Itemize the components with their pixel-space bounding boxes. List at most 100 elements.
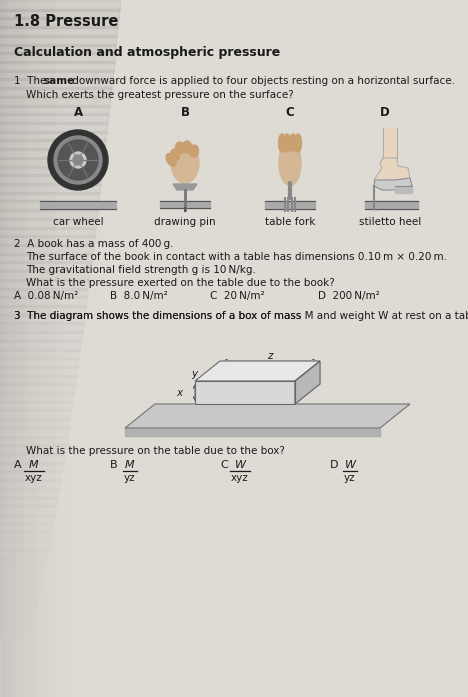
Text: The gravitational field strength g is 10 N/kg.: The gravitational field strength g is 10… xyxy=(26,265,256,275)
Polygon shape xyxy=(195,361,320,381)
Bar xyxy=(0,322,83,333)
Text: y: y xyxy=(191,369,197,379)
Bar xyxy=(0,445,65,455)
Bar xyxy=(0,244,93,254)
Bar xyxy=(0,662,20,673)
Bar xyxy=(0,61,114,72)
Bar xyxy=(0,645,25,655)
Ellipse shape xyxy=(170,149,180,161)
Bar xyxy=(0,340,80,351)
Text: car wheel: car wheel xyxy=(53,217,103,227)
Polygon shape xyxy=(125,404,410,428)
Bar xyxy=(0,505,55,516)
Bar xyxy=(0,148,104,159)
Bar xyxy=(0,410,71,420)
Bar xyxy=(0,689,8,697)
Bar xyxy=(0,383,74,394)
Text: x: x xyxy=(176,388,182,397)
Polygon shape xyxy=(195,381,295,404)
Bar xyxy=(0,375,75,385)
Bar xyxy=(0,0,120,10)
Ellipse shape xyxy=(279,141,301,185)
Bar xyxy=(0,418,69,429)
Bar xyxy=(0,35,117,45)
Bar xyxy=(0,531,51,542)
Bar xyxy=(0,583,40,595)
Ellipse shape xyxy=(278,134,285,152)
Bar xyxy=(0,253,92,263)
Bar xyxy=(0,514,54,525)
Bar xyxy=(0,261,90,272)
Ellipse shape xyxy=(190,145,198,157)
Bar xyxy=(0,17,118,28)
Bar xyxy=(0,488,58,498)
Text: C  20 N/m²: C 20 N/m² xyxy=(210,291,264,301)
Bar xyxy=(0,87,111,98)
Bar xyxy=(0,270,89,281)
Bar xyxy=(0,549,47,560)
Bar xyxy=(0,357,78,368)
Bar xyxy=(0,105,109,115)
Bar xyxy=(0,680,13,690)
Text: same: same xyxy=(44,76,75,86)
Bar xyxy=(0,296,86,307)
Polygon shape xyxy=(295,361,320,404)
Text: yz: yz xyxy=(344,473,356,483)
Circle shape xyxy=(48,130,108,190)
Text: M: M xyxy=(125,460,135,470)
Text: 2  A book has a mass of 400 g.: 2 A book has a mass of 400 g. xyxy=(14,239,174,249)
Bar xyxy=(0,496,57,507)
Text: Calculation and atmospheric pressure: Calculation and atmospheric pressure xyxy=(14,46,280,59)
Bar xyxy=(0,43,116,54)
Bar xyxy=(0,113,108,124)
Bar xyxy=(0,427,68,438)
Bar xyxy=(0,480,60,490)
Text: 3  The diagram shows the dimensions of a box of mass: 3 The diagram shows the dimensions of a … xyxy=(14,311,305,321)
Circle shape xyxy=(70,152,86,168)
Text: B  8.0 N/m²: B 8.0 N/m² xyxy=(110,291,168,301)
Bar xyxy=(0,157,103,167)
Bar xyxy=(0,575,42,585)
Text: M: M xyxy=(29,460,39,470)
Bar xyxy=(0,122,107,132)
Text: stiletto heel: stiletto heel xyxy=(359,217,421,227)
Bar xyxy=(0,209,97,220)
Bar xyxy=(0,131,106,141)
Text: A  0.08 N/m²: A 0.08 N/m² xyxy=(14,291,78,301)
Bar xyxy=(0,70,113,80)
Polygon shape xyxy=(374,158,410,186)
Bar xyxy=(0,592,38,603)
Bar xyxy=(0,52,115,63)
Bar xyxy=(0,671,17,682)
Text: 1.8 Pressure: 1.8 Pressure xyxy=(14,14,118,29)
Text: C: C xyxy=(285,106,294,119)
Bar xyxy=(0,627,30,638)
Text: What is the pressure on the table due to the box?: What is the pressure on the table due to… xyxy=(26,446,285,456)
Text: What is the pressure exerted on the table due to the book?: What is the pressure exerted on the tabl… xyxy=(26,278,335,288)
Ellipse shape xyxy=(284,134,291,152)
Bar xyxy=(0,217,96,229)
Ellipse shape xyxy=(166,153,176,167)
Bar xyxy=(0,166,102,176)
Text: D: D xyxy=(380,106,390,119)
Bar xyxy=(0,8,119,20)
Circle shape xyxy=(54,136,102,184)
Bar xyxy=(0,331,81,342)
Bar xyxy=(0,227,95,237)
Bar xyxy=(0,314,84,324)
Ellipse shape xyxy=(294,134,301,152)
Bar xyxy=(0,401,72,411)
Bar xyxy=(0,654,23,664)
Bar xyxy=(0,348,79,359)
Bar xyxy=(0,183,100,194)
Bar xyxy=(0,636,28,647)
Ellipse shape xyxy=(290,134,297,152)
Text: D  200 N/m²: D 200 N/m² xyxy=(318,291,380,301)
Circle shape xyxy=(58,140,98,180)
Bar xyxy=(0,236,94,246)
Polygon shape xyxy=(374,178,412,190)
Bar xyxy=(0,139,105,150)
Text: A: A xyxy=(73,106,82,119)
Circle shape xyxy=(73,155,83,165)
Polygon shape xyxy=(125,428,380,436)
